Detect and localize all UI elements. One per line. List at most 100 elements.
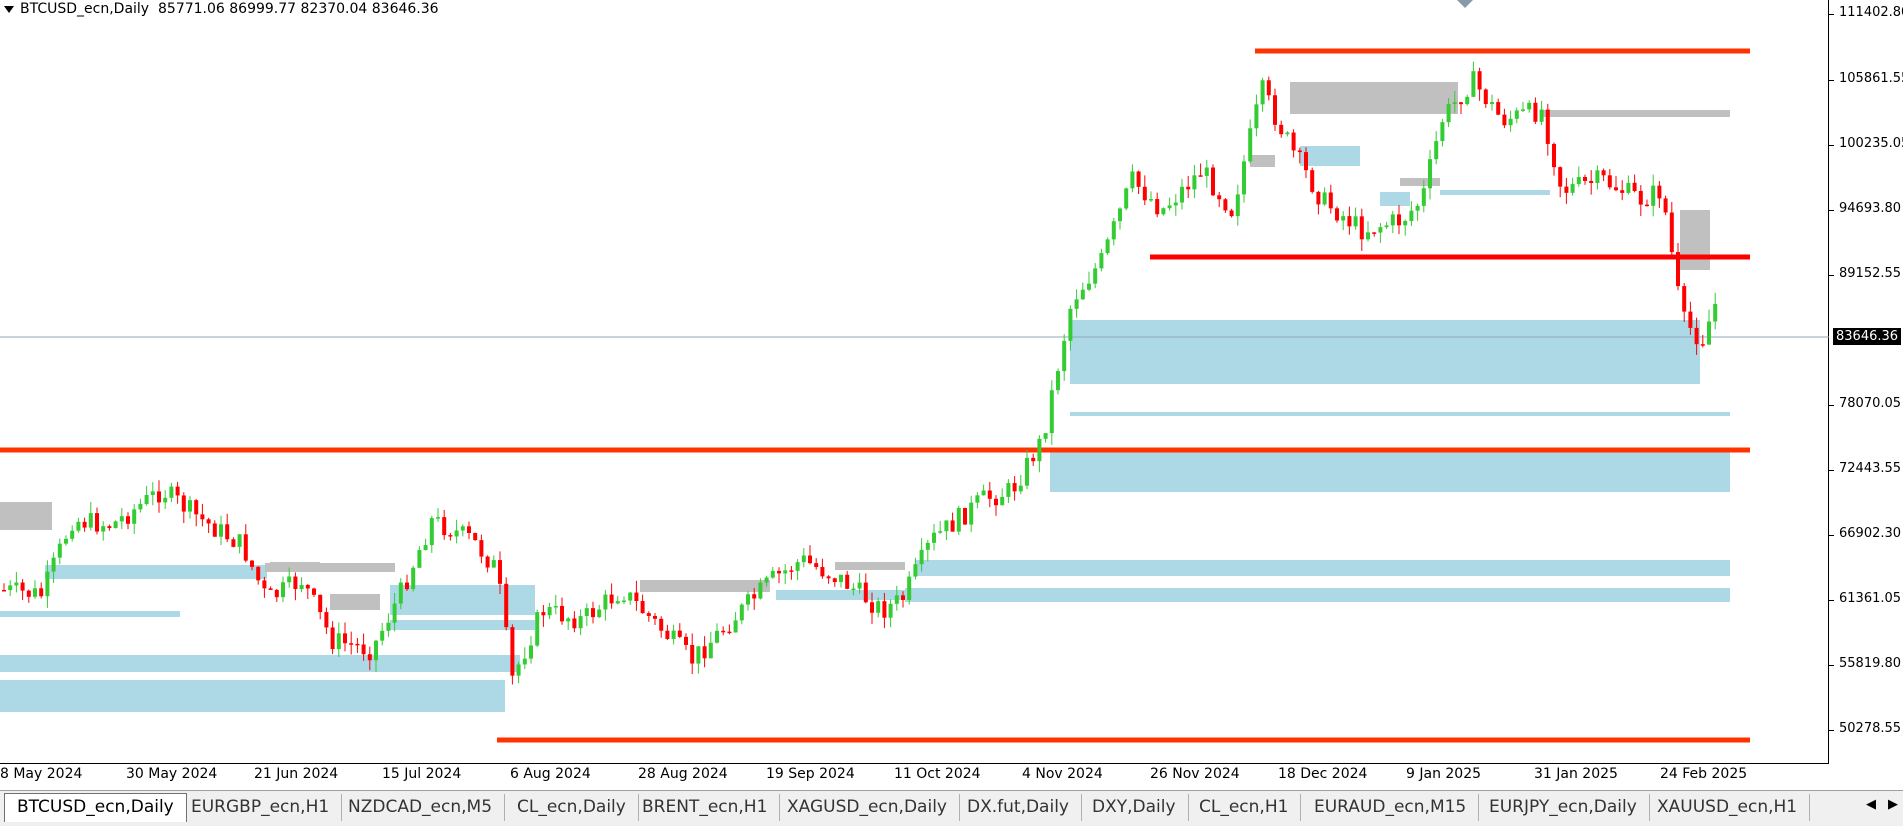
bull-candle [45, 571, 50, 597]
bull-candle [708, 642, 713, 659]
bear-candle [646, 613, 651, 616]
bull-candle [1049, 390, 1054, 434]
bear-candle [1155, 199, 1160, 215]
bull-candle [150, 491, 155, 495]
tab-xagusd-daily[interactable]: XAGUSD_ecn,Daily [775, 794, 960, 821]
bull-candle [287, 576, 292, 583]
bull-candle [671, 630, 676, 639]
bull-candle [746, 594, 750, 605]
x-tick: 24 Feb 2025 [1660, 766, 1748, 782]
bear-candle [1459, 102, 1463, 105]
bear-candle [1558, 167, 1563, 187]
scroll-left-icon[interactable]: ◀ [1866, 797, 1876, 812]
bear-candle [200, 514, 205, 520]
bull-candle [188, 500, 192, 512]
bear-candle [1700, 344, 1705, 346]
bull-candle [1570, 184, 1575, 193]
chart-tab-bar: BTCUSD_ecn,Daily EURGBP_ecn,H1 NZDCAD_ec… [0, 790, 1903, 826]
chart-menu-triangle-icon[interactable] [4, 5, 14, 13]
bull-candle [460, 526, 465, 531]
bull-candle [764, 577, 769, 583]
bear-candle [1632, 182, 1637, 191]
bull-candle [535, 612, 540, 646]
tab-euraud-m15[interactable]: EURAUD_ecn,M15 [1302, 794, 1480, 821]
bear-candle [653, 615, 657, 619]
bull-candle [1285, 132, 1290, 135]
bull-candle [770, 570, 775, 578]
bull-candle [76, 521, 81, 531]
bull-candle [1539, 109, 1544, 122]
bull-candle [237, 534, 242, 547]
bear-candle [1223, 199, 1228, 211]
bull-candle [938, 531, 943, 533]
bear-candle [1669, 212, 1674, 253]
demand-zone [1070, 412, 1730, 416]
tab-eurjpy-daily[interactable]: EURJPY_ecn,Daily [1477, 794, 1650, 821]
bear-candle [194, 500, 199, 515]
bear-candle [26, 590, 31, 597]
bear-candle [504, 583, 509, 628]
tab-nzdcad-m5[interactable]: NZDCAD_ecn,M5 [336, 794, 506, 821]
tab-dxy-daily[interactable]: DXY,Daily [1080, 794, 1189, 821]
bull-candle [1415, 205, 1420, 211]
bull-candle [1409, 210, 1414, 222]
current-price-label: 83646.36 [1833, 328, 1902, 345]
bull-candle [851, 588, 856, 590]
bull-candle [1446, 103, 1451, 123]
bull-candle [603, 594, 608, 610]
bull-candle [1254, 104, 1259, 129]
bull-candle [219, 524, 223, 537]
tab-btcusd-daily[interactable]: BTCUSD_ecn,Daily [4, 793, 187, 822]
bear-candle [1291, 132, 1296, 151]
supply-zone [265, 563, 395, 572]
bull-candle [1062, 340, 1067, 372]
bear-candle [659, 618, 664, 631]
bull-candle [163, 497, 168, 503]
bull-candle [1056, 371, 1060, 391]
bull-candle [553, 605, 558, 608]
bull-candle [1018, 485, 1023, 492]
bull-candle [1440, 122, 1445, 142]
x-tick: 21 Jun 2024 [254, 766, 339, 782]
bear-candle [1589, 180, 1594, 183]
tab-cl-h1[interactable]: CL_ecn,H1 [1187, 794, 1302, 821]
y-tick-mark [1829, 405, 1834, 406]
bear-candle [1186, 186, 1191, 190]
bull-candle [516, 664, 521, 676]
bull-candle [1527, 102, 1532, 110]
tab-eurgbp-h1[interactable]: EURGBP_ecn,H1 [179, 794, 343, 821]
bear-candle [684, 636, 688, 645]
bull-candle [913, 564, 918, 577]
bull-candle [1626, 182, 1631, 193]
tab-brent-h1[interactable]: BRENT_ecn,H1 [630, 794, 781, 821]
bear-candle [1676, 252, 1680, 287]
bull-candle [57, 543, 62, 558]
y-tick-mark [1829, 275, 1834, 276]
chart-area[interactable]: BTCUSD_ecn,Daily 85771.06 86999.77 82370… [0, 0, 1829, 764]
bear-candle [1607, 175, 1612, 188]
bear-candle [1502, 114, 1507, 126]
bear-candle [634, 592, 639, 602]
bull-candle [1025, 457, 1029, 486]
bear-candle [814, 563, 819, 568]
demand-zone [1300, 146, 1360, 166]
tab-cl-daily[interactable]: CL_ecn,Daily [505, 794, 639, 821]
bear-candle [1620, 190, 1625, 193]
tab-dxfut-daily[interactable]: DX.fut,Daily [955, 794, 1082, 821]
price-chart[interactable] [0, 0, 1829, 764]
bull-candle [1173, 202, 1178, 206]
y-tick: 94693.80 [1839, 201, 1902, 216]
demand-zone [390, 585, 535, 615]
bear-candle [870, 602, 874, 613]
scroll-right-icon[interactable]: ▶ [1888, 797, 1898, 812]
x-tick: 31 Jan 2025 [1534, 766, 1618, 782]
supply-zone [835, 562, 905, 570]
tab-xauusd-h1[interactable]: XAUUSD_ecn,H1 [1645, 794, 1811, 821]
bear-candle [157, 491, 161, 503]
bear-candle [312, 588, 316, 595]
bear-candle [1601, 170, 1606, 176]
supply-zone [1250, 155, 1275, 167]
bear-candle [820, 567, 825, 577]
bull-candle [1118, 208, 1122, 222]
price-axis[interactable]: 111402.80 105861.55 100235.05 94693.80 8… [1829, 0, 1903, 764]
